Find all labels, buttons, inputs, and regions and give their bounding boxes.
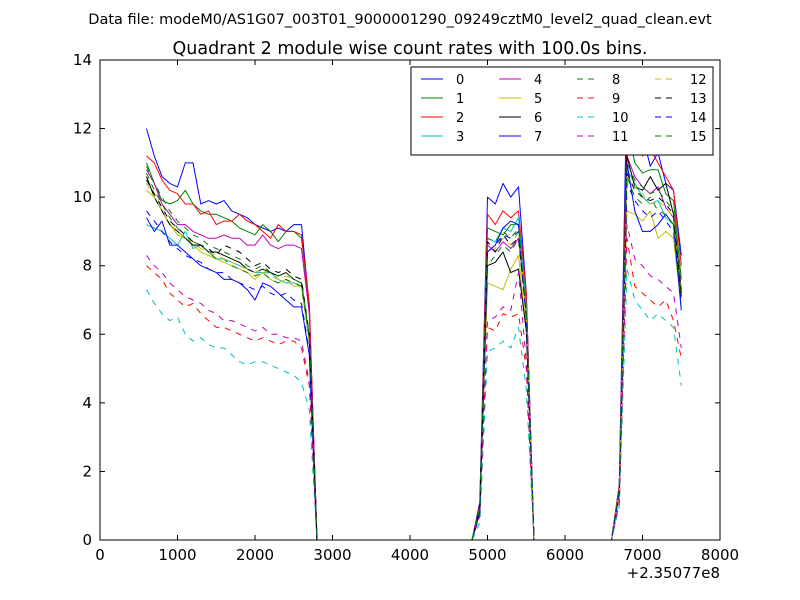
x-tick-label: 1000: [158, 546, 196, 564]
series-line-5: [146, 189, 682, 541]
x-tick-label: 5000: [468, 546, 506, 564]
series-line-2: [146, 124, 682, 541]
legend-label: 9: [612, 92, 620, 107]
legend-label: 13: [690, 92, 707, 107]
y-tick-label: 10: [73, 188, 92, 206]
legend-box: [410, 66, 714, 156]
x-axis: 0 1000 2000 3000 4000 5000 6000 7000 8000: [95, 60, 739, 564]
series-line-12: [146, 176, 682, 541]
y-tick-label: 2: [82, 462, 92, 480]
series-line-9: [146, 237, 682, 541]
legend-label: 2: [456, 111, 464, 126]
x-tick-label: 7000: [623, 546, 661, 564]
legend-label: 10: [612, 111, 629, 126]
x-tick-label: 6000: [546, 546, 584, 564]
legend-label: 3: [456, 130, 464, 145]
y-tick-label: 0: [82, 531, 92, 549]
series-line-15: [146, 162, 682, 541]
legend-label: 7: [534, 130, 542, 145]
series-line-11: [146, 224, 682, 541]
series-line-13: [146, 172, 682, 541]
chart-suptitle: Data file: modeM0/AS1G07_003T01_90000012…: [88, 12, 712, 28]
legend-label: 12: [690, 73, 707, 88]
legend-label: 1: [456, 92, 464, 107]
legend-label: 0: [456, 73, 464, 88]
legend-label: 14: [690, 111, 707, 126]
legend-label: 15: [690, 130, 707, 145]
y-tick-label: 12: [73, 120, 92, 138]
x-tick-label: 0: [95, 546, 105, 564]
y-tick-label: 4: [82, 394, 92, 412]
series-line-3: [146, 169, 682, 541]
series-line-10: [146, 268, 682, 541]
series-line-6: [146, 155, 682, 541]
legend-label: 4: [534, 73, 542, 88]
series-line-8: [146, 172, 682, 541]
series-line-1: [146, 121, 682, 541]
series-line-14: [146, 182, 682, 541]
legend-label: 6: [534, 111, 542, 126]
y-tick-label: 14: [73, 51, 92, 69]
legend-label: 5: [534, 92, 542, 107]
y-tick-label: 6: [82, 325, 92, 343]
series-line-4: [146, 155, 682, 541]
legend-label: 8: [612, 73, 620, 88]
series-line-7: [146, 162, 682, 541]
x-tick-label: 8000: [701, 546, 739, 564]
chart-title: Quadrant 2 module wise count rates with …: [173, 39, 648, 59]
x-tick-label: 2000: [236, 546, 274, 564]
x-offset-label: +2.35077e8: [627, 564, 720, 582]
legend-label: 11: [612, 130, 629, 145]
x-tick-label: 3000: [313, 546, 351, 564]
y-tick-label: 8: [82, 257, 92, 275]
x-tick-label: 4000: [391, 546, 429, 564]
